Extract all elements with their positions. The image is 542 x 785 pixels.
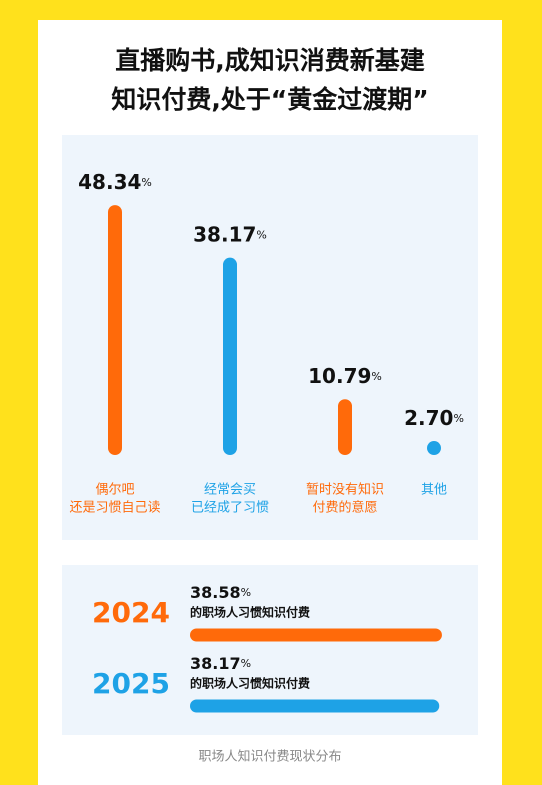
panel — [62, 135, 478, 540]
value-unit: % — [256, 229, 266, 242]
category-label: 经常会买 — [204, 483, 256, 498]
bar — [190, 628, 442, 642]
category-label: 其他 — [421, 483, 447, 498]
category-label: 暂时没有知识 — [306, 482, 384, 498]
title-line: 知识付费,处于“黄金过渡期” — [111, 85, 428, 114]
year-label: 2024 — [92, 596, 170, 629]
value-label: 38.58% — [190, 583, 251, 602]
description: 的职场人习惯知识付费 — [190, 605, 310, 620]
value-label: 38.17% — [193, 222, 267, 246]
value-label: 2.70% — [404, 406, 464, 430]
value-number: 2.70 — [404, 406, 453, 430]
bar — [427, 441, 441, 455]
description: 的职场人习惯知识付费 — [190, 676, 310, 691]
value-unit: % — [371, 370, 381, 383]
value-unit: % — [241, 657, 251, 670]
value-number: 38.17 — [190, 654, 241, 673]
value-label: 38.17% — [190, 654, 251, 673]
year-label: 2025 — [92, 667, 170, 700]
bar — [108, 205, 122, 455]
bar — [338, 399, 352, 455]
category-label: 已经成了习惯 — [191, 500, 269, 516]
bar — [190, 699, 440, 713]
bar — [223, 257, 237, 455]
category-label: 还是习惯自己读 — [69, 500, 160, 516]
title-line: 直播购书,成知识消费新基建 — [115, 46, 425, 75]
value-number: 10.79 — [308, 364, 371, 388]
category-label: 付费的意愿 — [312, 500, 377, 516]
footer: 职场人知识付费现状分布 — [198, 749, 341, 765]
value-number: 48.34 — [78, 170, 141, 194]
value-label: 48.34% — [78, 170, 152, 194]
value-unit: % — [141, 176, 151, 189]
category-label: 偶尔吧 — [95, 483, 134, 498]
value-label: 10.79% — [308, 364, 382, 388]
value-unit: % — [241, 586, 251, 599]
value-unit: % — [453, 412, 463, 425]
value-number: 38.17 — [193, 222, 256, 246]
value-number: 38.58 — [190, 583, 241, 602]
